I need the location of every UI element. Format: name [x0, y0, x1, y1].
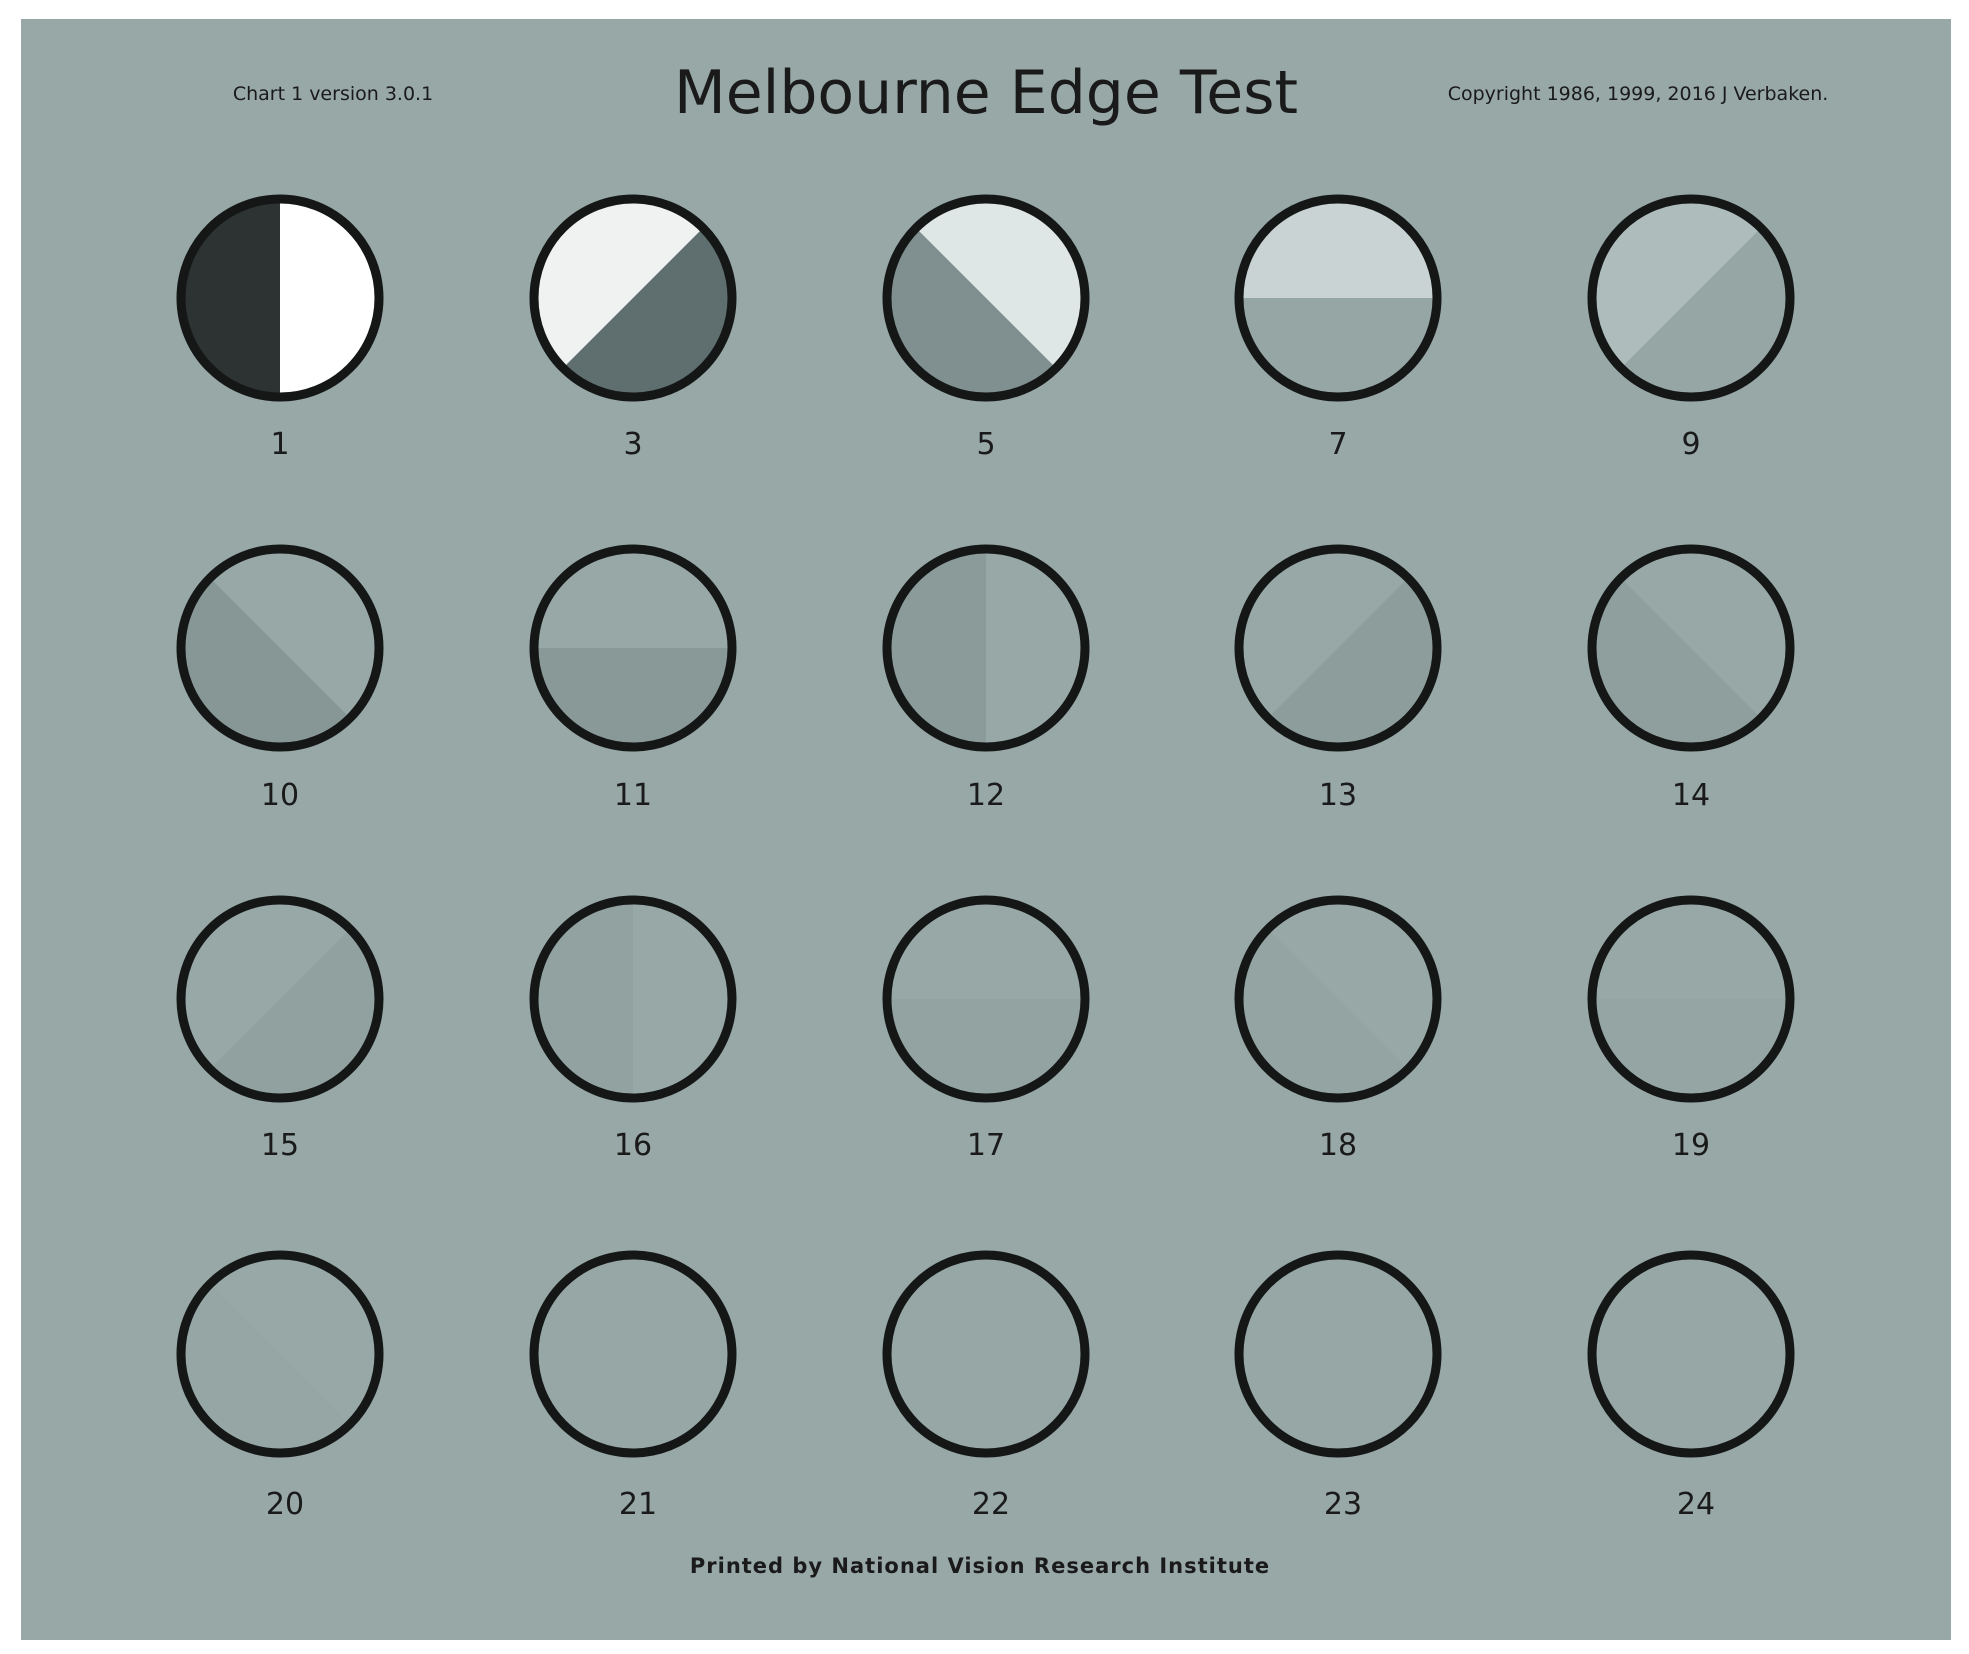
plate-label: 14 — [1672, 778, 1710, 813]
plate-label: 3 — [623, 427, 642, 462]
plate-half-a — [1239, 199, 1437, 298]
plate-half-a — [534, 199, 732, 397]
edge-plate: 18 — [1234, 895, 1442, 1163]
plate-half-a — [1592, 199, 1790, 397]
plate-half-a — [1239, 549, 1437, 747]
plate-half-a — [534, 549, 732, 648]
plate-half-a — [887, 199, 1085, 397]
plate-label: 21 — [619, 1487, 657, 1522]
plate-label: 20 — [266, 1487, 304, 1522]
plate-half-a — [1592, 900, 1790, 999]
plate-ring — [176, 544, 384, 752]
plate-label: 19 — [1672, 1128, 1710, 1163]
plate-ring — [882, 895, 1090, 1103]
edge-plate: 1 — [176, 194, 384, 462]
plate-label: 22 — [972, 1487, 1010, 1522]
plate-label: 24 — [1677, 1487, 1715, 1522]
plate-ring — [529, 895, 737, 1103]
plate-label: 17 — [967, 1128, 1005, 1163]
edge-plate: 19 — [1587, 895, 1795, 1163]
edge-plate: 11 — [529, 544, 737, 813]
plate-label: 1 — [270, 427, 289, 462]
plate-label: 23 — [1324, 1487, 1362, 1522]
edge-plate: 23 — [1234, 1250, 1442, 1522]
edge-plate: 5 — [882, 194, 1090, 462]
plate-half-b — [1239, 1255, 1437, 1453]
plate-ring — [529, 194, 737, 402]
plate-label: 16 — [614, 1128, 652, 1163]
plate-half-a — [887, 549, 986, 747]
plate-half-a — [181, 900, 379, 1098]
plate-ring — [882, 1250, 1090, 1458]
plate-ring — [1234, 544, 1442, 752]
plate-ring — [529, 1250, 737, 1458]
edge-plate: 22 — [882, 1250, 1090, 1522]
plate-label: 5 — [976, 427, 995, 462]
footer-printer: Printed by National Vision Research Inst… — [690, 1554, 1270, 1578]
plate-ring — [176, 895, 384, 1103]
plate-half-a — [181, 549, 379, 747]
plate-ring — [1587, 544, 1795, 752]
plate-half-b — [534, 1255, 732, 1453]
plate-half-a — [534, 900, 633, 1098]
edge-plate: 14 — [1587, 544, 1795, 813]
plate-half-b — [1592, 1255, 1790, 1453]
plate-ring — [1587, 194, 1795, 402]
plate-label: 7 — [1328, 427, 1347, 462]
page-title: Melbourne Edge Test — [674, 58, 1298, 128]
plate-ring — [176, 194, 384, 402]
edge-plate: 20 — [176, 1250, 384, 1522]
edge-plate: 9 — [1587, 194, 1795, 462]
chart-version: Chart 1 version 3.0.1 — [233, 83, 433, 105]
edge-plate: 13 — [1234, 544, 1442, 813]
plate-ring — [529, 544, 737, 752]
plate-label: 13 — [1319, 778, 1357, 813]
plate-label: 15 — [261, 1128, 299, 1163]
plate-label: 12 — [967, 778, 1005, 813]
plate-label: 11 — [614, 778, 652, 813]
plate-ring — [1234, 194, 1442, 402]
edge-plate: 15 — [176, 895, 384, 1163]
plate-label: 10 — [261, 778, 299, 813]
plate-half-b — [887, 1255, 1085, 1453]
edge-plate: 12 — [882, 544, 1090, 813]
plate-half-a — [1239, 900, 1437, 1098]
plate-ring — [1234, 895, 1442, 1103]
plate-half-a — [887, 900, 1085, 999]
plate-ring — [882, 194, 1090, 402]
plate-ring — [882, 544, 1090, 752]
plate-ring — [1587, 1250, 1795, 1458]
edge-plate: 17 — [882, 895, 1090, 1163]
edge-plate: 24 — [1587, 1250, 1795, 1522]
plate-label: 18 — [1319, 1128, 1357, 1163]
plate-ring — [176, 1250, 384, 1458]
plate-ring — [1587, 895, 1795, 1103]
plate-ring — [1234, 1250, 1442, 1458]
edge-plate: 3 — [529, 194, 737, 462]
plate-label: 9 — [1681, 427, 1700, 462]
edge-plate: 21 — [529, 1250, 737, 1522]
plate-half-a — [181, 1255, 379, 1453]
edge-plate: 16 — [529, 895, 737, 1163]
copyright: Copyright 1986, 1999, 2016 J Verbaken. — [1448, 83, 1829, 105]
plate-half-a — [181, 199, 280, 397]
plate-half-a — [1592, 549, 1790, 747]
edge-plate: 7 — [1234, 194, 1442, 462]
edge-plate: 10 — [176, 544, 384, 813]
